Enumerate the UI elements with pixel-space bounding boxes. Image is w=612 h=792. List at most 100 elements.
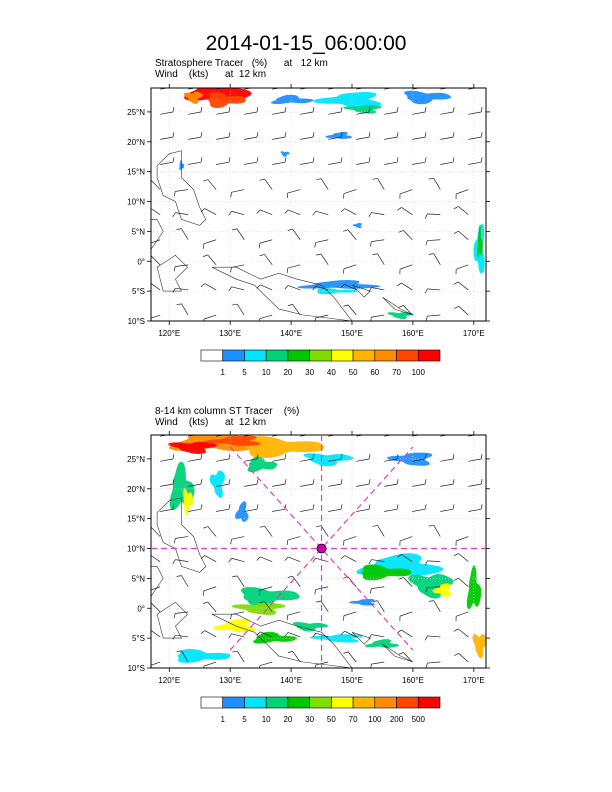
wind-barb-feather	[256, 479, 259, 485]
wind-barb	[377, 253, 385, 266]
wind-barb-feather	[424, 157, 427, 163]
coastline	[211, 266, 353, 321]
wind-barb	[204, 208, 217, 215]
wind-barb	[260, 556, 273, 562]
wind-barb	[347, 304, 357, 316]
tracer-shading	[270, 94, 314, 104]
wind-barb	[204, 283, 217, 291]
wind-barb-feather	[316, 178, 322, 181]
wind-barb-feather	[368, 479, 371, 485]
tracer-shading	[203, 435, 262, 446]
wind-barb	[207, 526, 217, 537]
wind-barb-feather	[480, 454, 483, 460]
wind-barb	[188, 458, 202, 462]
wind-barb-feather	[368, 634, 372, 639]
wind-barb	[320, 253, 329, 266]
wind-barb-feather	[201, 429, 202, 434]
wind-barb-feather	[316, 600, 322, 603]
coastline	[156, 497, 207, 573]
wind-barb	[343, 189, 357, 194]
wind-barb	[440, 136, 454, 140]
wind-barb-feather	[284, 107, 287, 113]
wind-barb	[328, 161, 342, 165]
wind-barb-feather	[228, 107, 231, 113]
wind-barb-feather	[396, 107, 399, 113]
wind-barb-feather	[202, 254, 208, 257]
y-tick-label: 0°	[137, 604, 145, 613]
wind-barb	[175, 264, 189, 267]
wind-barb	[343, 264, 357, 270]
colorbar-label: 50	[349, 368, 358, 377]
wind-barb-feather	[312, 285, 317, 291]
wind-barb-feather	[173, 429, 174, 434]
wind-barb-feather	[256, 157, 259, 163]
wind-barb	[259, 586, 273, 591]
y-tick-label: 25°N	[127, 108, 145, 117]
wind-barb-feather	[284, 479, 287, 485]
colorbar-label: 100	[368, 715, 382, 724]
colorbar-label: 30	[305, 368, 314, 377]
colorbar-box	[417, 696, 441, 709]
wind-barb	[356, 136, 370, 140]
wind-barb	[371, 314, 385, 318]
wind-barb	[260, 631, 273, 638]
wind-barb-feather	[424, 107, 427, 113]
wind-barb-feather	[284, 132, 287, 138]
y-tick-label: 5°S	[132, 287, 145, 296]
tracer-shading	[183, 488, 194, 516]
wind-barb-feather	[316, 525, 322, 528]
wind-barb-feather	[256, 132, 259, 138]
wind-barb-feather	[172, 107, 175, 113]
wind-barb	[427, 288, 441, 291]
wind-barb-feather	[368, 157, 371, 163]
wind-barb-feather	[176, 303, 182, 306]
map-frame	[150, 87, 487, 322]
wind-barb	[457, 628, 469, 638]
wind-barb-feather	[314, 664, 316, 668]
wind-barb-feather	[425, 662, 428, 668]
wind-barb-feather	[200, 454, 203, 460]
tracer-shading	[477, 224, 483, 258]
wind-barb	[468, 136, 482, 140]
wind-barb	[356, 508, 370, 512]
wind-barb	[399, 189, 413, 195]
wind-barb-feather	[228, 286, 232, 292]
wind-barb	[343, 536, 357, 541]
wind-barb	[160, 111, 173, 115]
wind-barb-feather	[453, 429, 454, 434]
wind-barb	[384, 458, 398, 462]
wind-barb	[236, 228, 245, 240]
wind-barb-feather	[256, 631, 261, 636]
wind-barb	[175, 536, 189, 539]
wind-barb-feather	[259, 178, 265, 181]
wind-barb	[204, 555, 217, 562]
wind-barb-feather	[173, 538, 176, 544]
marker-line-diagonal	[229, 446, 414, 651]
wind-barb-feather	[452, 132, 455, 138]
wind-barb-feather	[452, 504, 455, 510]
wind-barb-feather	[284, 157, 287, 163]
wind-barb	[216, 483, 230, 487]
wind-barb	[344, 555, 357, 562]
wind-barb-feather	[284, 454, 287, 460]
wind-barb	[151, 602, 161, 613]
wind-barb-feather	[453, 553, 459, 557]
x-tick-label: 170°E	[463, 676, 485, 685]
wind-barb	[433, 525, 441, 537]
wind-barb	[456, 189, 469, 195]
coastline	[156, 601, 188, 639]
wind-barb	[468, 161, 482, 165]
wind-barb-feather	[312, 479, 315, 485]
wind-barb	[371, 239, 385, 242]
wind-barb	[403, 305, 413, 316]
wind-barb-feather	[200, 107, 203, 113]
wind-barb	[203, 314, 217, 320]
wind-barb-feather	[480, 504, 483, 510]
wind-barb-feather	[453, 628, 459, 632]
wind-barb	[151, 179, 161, 190]
tracer-shading	[343, 105, 382, 114]
panel-2-label-line-2: Wind (kts) at 12 km	[155, 417, 267, 428]
y-tick-label: 5°S	[132, 634, 145, 643]
wind-barb-feather	[172, 212, 176, 218]
wind-barb-feather	[454, 305, 459, 309]
